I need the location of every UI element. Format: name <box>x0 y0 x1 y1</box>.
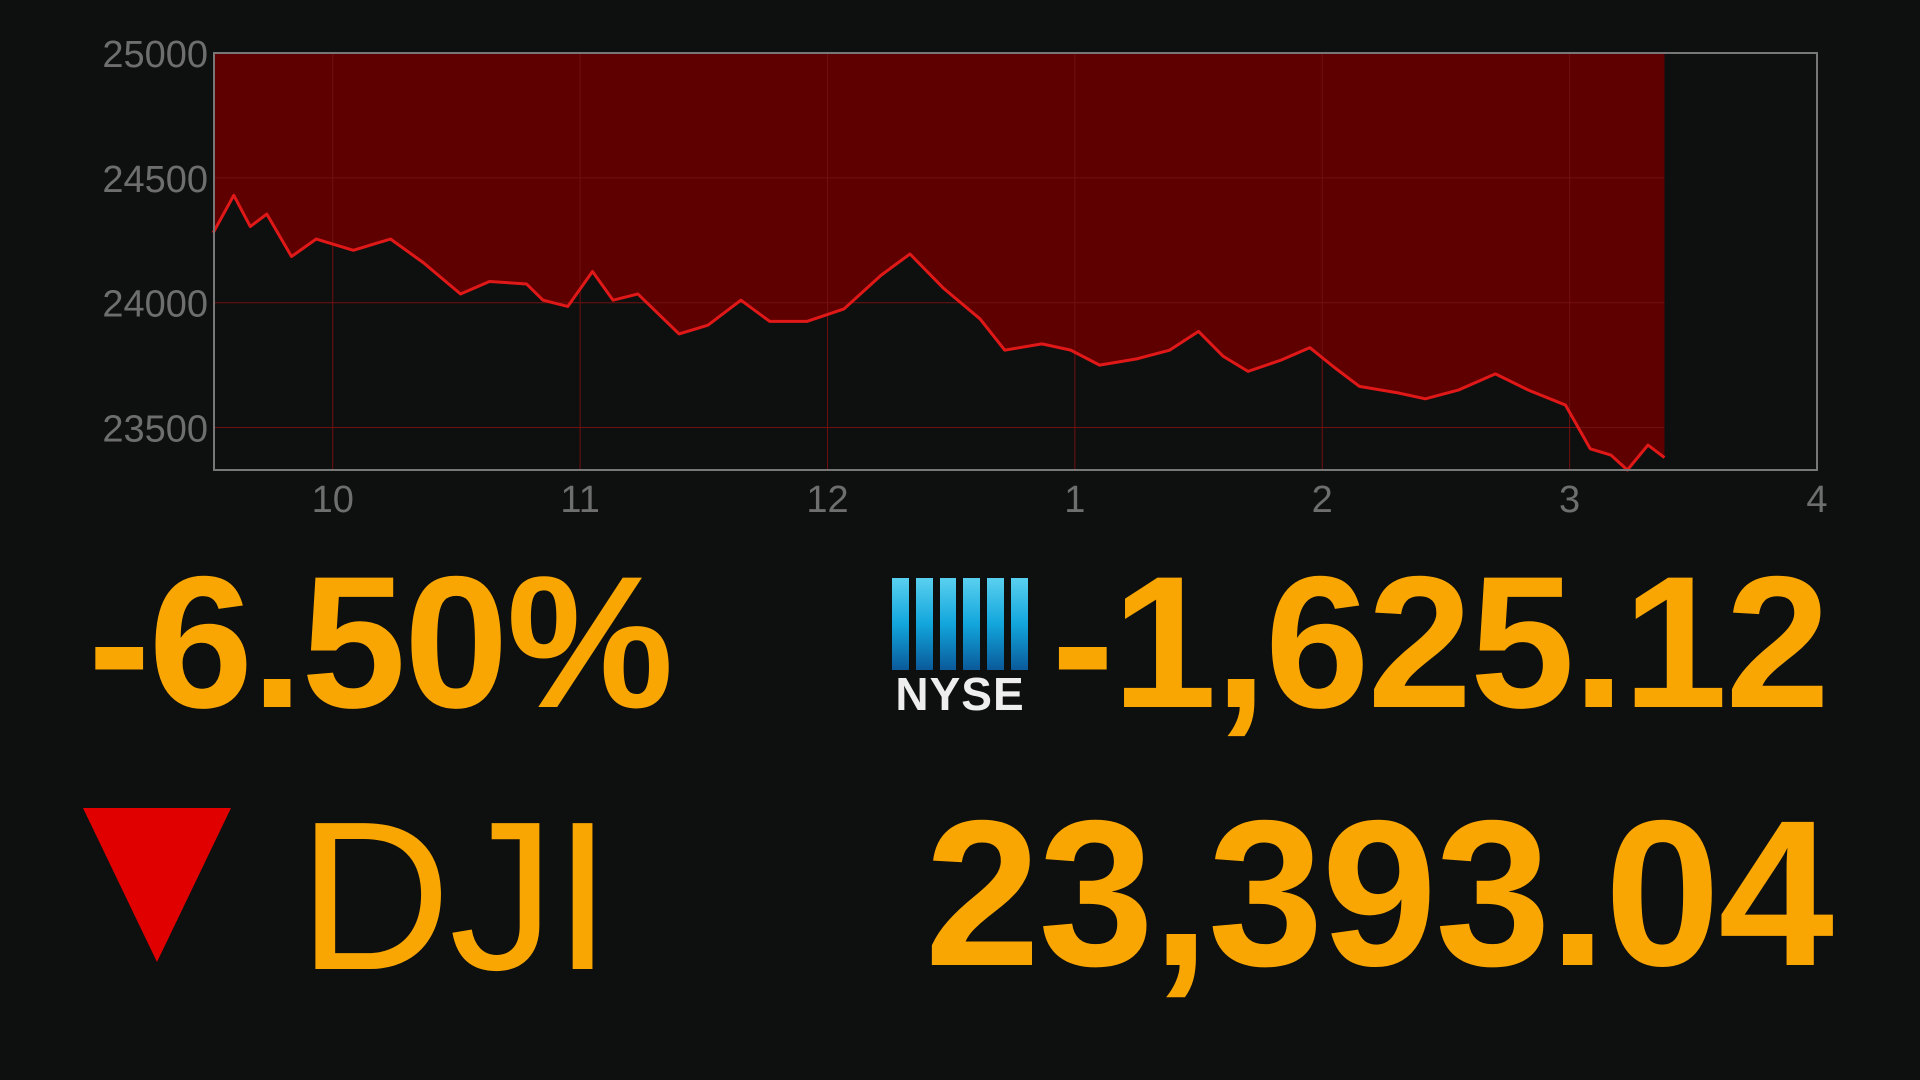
x-tick-label: 11 <box>560 479 599 521</box>
y-tick-label: 23500 <box>102 409 208 451</box>
down-arrow-icon <box>83 808 231 962</box>
x-tick-label: 4 <box>1806 479 1827 521</box>
area-fill <box>213 53 1665 470</box>
x-tick-label: 10 <box>312 479 354 521</box>
x-tick-label: 12 <box>806 479 848 521</box>
x-tick-label: 1 <box>1064 479 1085 521</box>
point-change: -1,625.12 <box>1051 537 1830 747</box>
x-tick-label: 3 <box>1559 479 1580 521</box>
x-tick-label: 2 <box>1312 479 1333 521</box>
nyse-logo-text: NYSE <box>895 668 1025 720</box>
index-value: 23,393.04 <box>924 778 1834 1010</box>
series-line <box>211 193 1666 472</box>
y-tick-label: 24000 <box>102 284 208 326</box>
y-tick-label: 24500 <box>102 159 208 201</box>
plot-frame <box>213 52 1818 471</box>
index-symbol: DJI <box>298 777 612 1014</box>
percent-change: -6.50% <box>88 537 674 747</box>
y-tick-label: 25000 <box>102 34 208 76</box>
nyse-logo: NYSE <box>892 578 1028 720</box>
